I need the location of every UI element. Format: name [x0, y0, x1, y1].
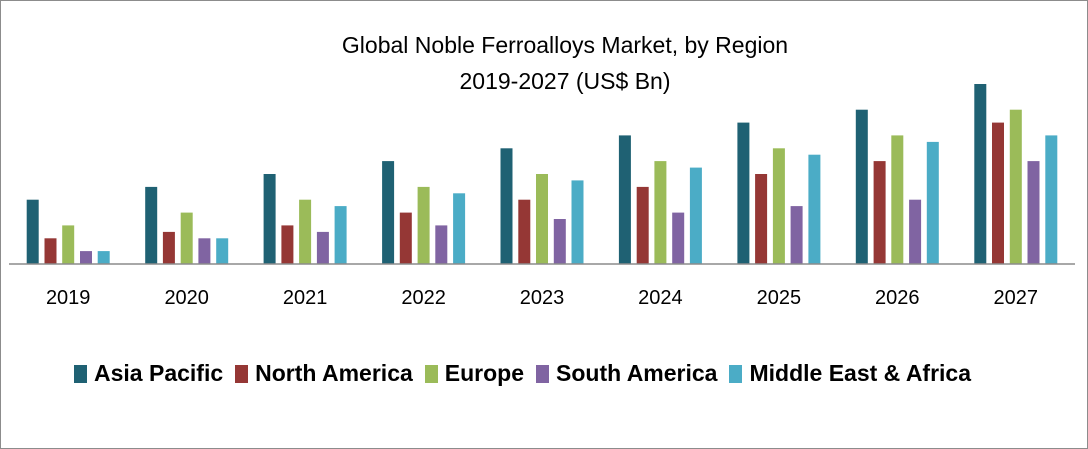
- bar-2024-north-america: [636, 186, 649, 264]
- bar-2019-asia-pacific: [26, 199, 39, 264]
- bar-2025-south-america: [790, 206, 803, 264]
- x-tick-labels: 2019 2020 2021 2022 2023 2024 2025 2026 2027: [46, 287, 1038, 309]
- bar-2026-middle-east-africa: [926, 141, 939, 264]
- legend-label: Asia Pacific: [94, 360, 224, 386]
- bar-2020-south-america: [198, 238, 211, 264]
- bar-2023-middle-east-africa: [571, 180, 584, 264]
- x-tick-label: 2019: [46, 287, 91, 309]
- bar-2019-north-america: [44, 238, 57, 264]
- legend-item: Asia Pacific: [74, 360, 223, 387]
- legend-label: North America: [255, 360, 413, 386]
- legend-swatch: [424, 364, 438, 383]
- bar-2020-asia-pacific: [145, 186, 158, 264]
- bar-2023-south-america: [553, 219, 566, 264]
- legend-label: South America: [556, 360, 718, 386]
- bar-2026-asia-pacific: [855, 109, 868, 264]
- bar-2024-middle-east-africa: [689, 167, 702, 264]
- x-tick-label: 2024: [638, 287, 683, 309]
- legend-swatch: [536, 364, 550, 383]
- bar-2019-europe: [62, 225, 75, 264]
- bar-2027-asia-pacific: [974, 84, 987, 264]
- legend-label: Middle East & Africa: [749, 360, 972, 386]
- bar-2025-middle-east-africa: [808, 154, 821, 264]
- legend-item: North America: [235, 360, 413, 387]
- bar-2025-asia-pacific: [737, 122, 750, 264]
- bar-2022-south-america: [435, 225, 448, 264]
- bar-2022-europe: [417, 186, 430, 264]
- bar-2024-europe: [654, 161, 667, 264]
- bar-2020-europe: [180, 212, 193, 264]
- legend-swatch: [74, 364, 87, 383]
- x-tick-label: 2022: [401, 287, 446, 309]
- bar-2019-south-america: [80, 251, 92, 264]
- bar-2027-north-america: [992, 122, 1004, 264]
- bar-2021-asia-pacific: [263, 174, 276, 264]
- bar-2021-europe: [299, 199, 312, 264]
- legend-item: Middle East & Africa: [729, 360, 971, 387]
- bar-2025-north-america: [755, 174, 768, 264]
- bar-2027-middle-east-africa: [1045, 135, 1058, 264]
- x-tick-label: 2023: [520, 287, 565, 309]
- bar-2021-middle-east-africa: [334, 206, 347, 264]
- legend-item: South America: [536, 360, 717, 387]
- chart-title: Global Noble Ferroalloys Market, by Regi…: [341, 32, 789, 58]
- bar-2026-south-america: [909, 199, 922, 264]
- bar-2023-asia-pacific: [500, 148, 513, 264]
- bar-2021-north-america: [281, 225, 294, 264]
- bar-2022-north-america: [399, 212, 412, 264]
- legend-swatch: [729, 364, 743, 383]
- bar-2027-south-america: [1027, 161, 1040, 264]
- bar-2024-asia-pacific: [618, 135, 631, 264]
- bar-2023-north-america: [518, 199, 531, 264]
- x-tick-label: 2027: [994, 287, 1039, 309]
- bar-2027-europe: [1009, 109, 1022, 264]
- bar-2024-south-america: [672, 212, 685, 264]
- bar-2026-north-america: [873, 161, 886, 264]
- bar-2021-south-america: [316, 231, 329, 264]
- x-tick-label: 2020: [164, 287, 209, 309]
- bar-2022-asia-pacific: [382, 161, 395, 264]
- legend-label: Europe: [444, 360, 525, 386]
- x-tick-label: 2021: [283, 287, 328, 309]
- legend-item: Europe: [424, 360, 525, 387]
- bar-2025-europe: [772, 148, 785, 264]
- bar-2026-europe: [891, 135, 904, 264]
- bar-2023-europe: [536, 174, 548, 264]
- x-tick-label: 2026: [875, 287, 920, 309]
- chart-subtitle: 2019-2027 (US$ Bn): [459, 68, 671, 94]
- legend: Asia Pacific North America Europe South Ame…: [74, 360, 983, 387]
- legend-swatch: [235, 364, 249, 383]
- bar-2019-middle-east-africa: [97, 251, 110, 264]
- bar-2020-north-america: [162, 231, 175, 264]
- bars-group: [26, 84, 1058, 264]
- bar-2022-middle-east-africa: [453, 193, 466, 264]
- x-tick-label: 2025: [757, 287, 802, 309]
- bar-2020-middle-east-africa: [216, 238, 229, 264]
